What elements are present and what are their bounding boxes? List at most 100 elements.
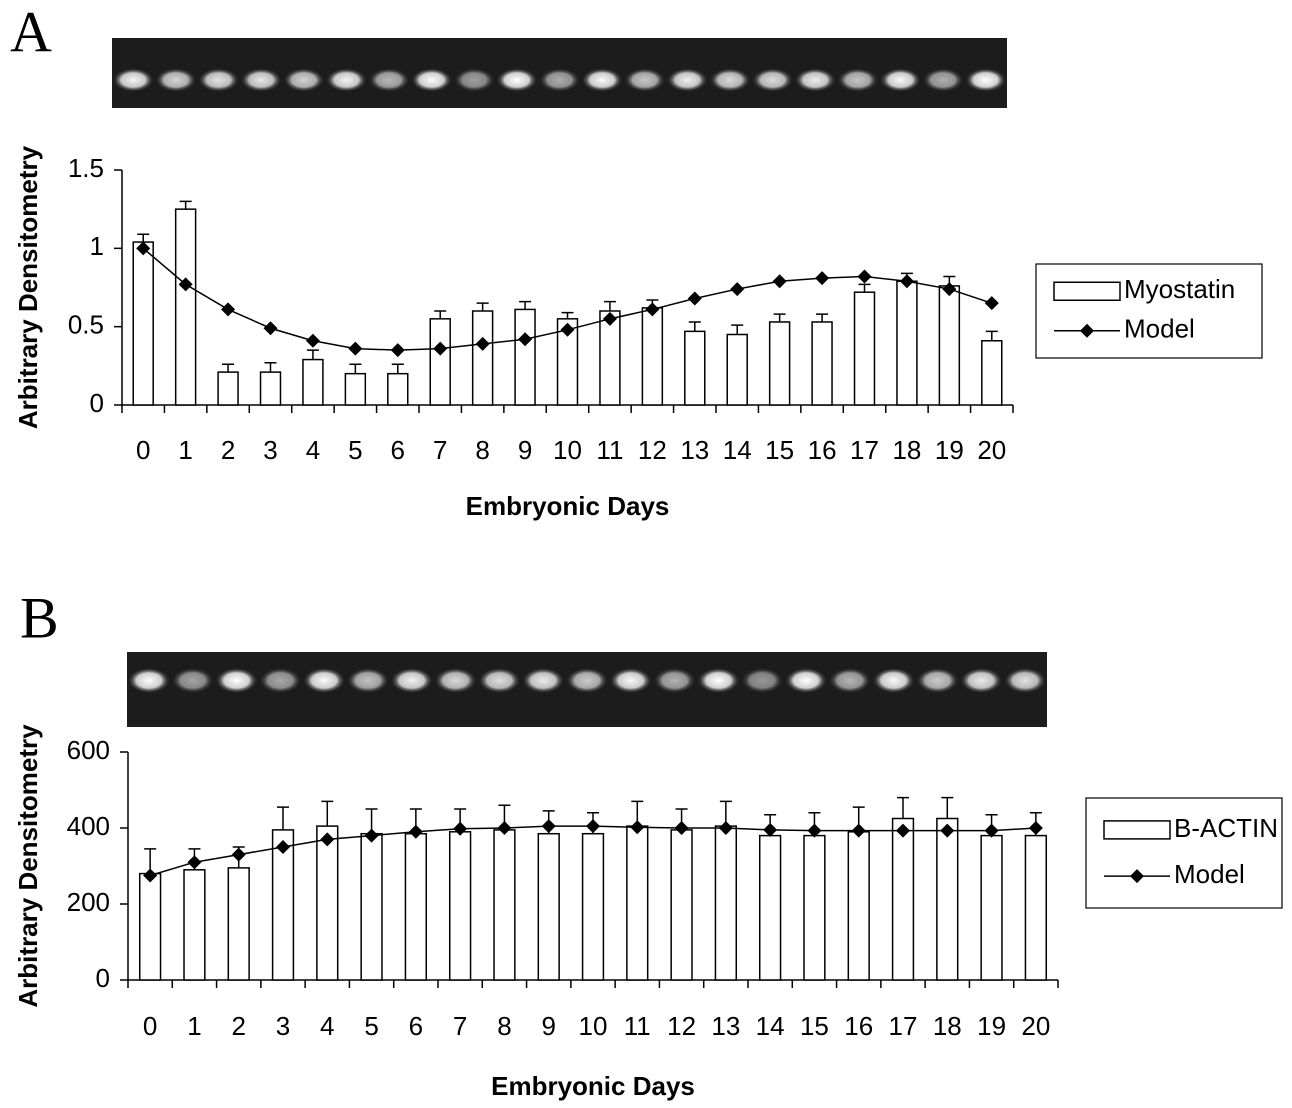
error-bar (265, 363, 277, 372)
bar (228, 868, 249, 980)
bar (133, 242, 153, 405)
bar (855, 292, 875, 405)
gel-band (965, 68, 1006, 92)
x-tick-label: 15 (765, 435, 794, 465)
bar (981, 836, 1002, 980)
error-bar (321, 801, 333, 826)
error-bar (941, 798, 953, 819)
x-axis-title: Embryonic Days (466, 491, 670, 521)
model-marker (391, 343, 405, 357)
bar (897, 281, 917, 405)
bar (317, 826, 338, 980)
gel-band (654, 668, 696, 694)
x-tick-label: 7 (453, 1011, 467, 1041)
bar (760, 836, 781, 980)
gel-band (710, 68, 751, 92)
y-tick-label: 1.5 (68, 153, 104, 183)
gel-band (283, 68, 324, 92)
gel-band (741, 668, 783, 694)
model-marker (542, 819, 556, 833)
bar (361, 834, 382, 980)
bar (140, 874, 161, 980)
legend-label: Model (1124, 314, 1195, 344)
error-bar (434, 311, 446, 319)
error-bar (277, 807, 289, 830)
gel-band (522, 668, 564, 694)
gel-band (259, 668, 301, 694)
x-tick-label: 8 (475, 435, 489, 465)
bar (893, 819, 914, 981)
gel-band (496, 68, 537, 92)
model-marker (773, 274, 787, 288)
gel-band (241, 68, 282, 92)
model-marker (306, 334, 320, 348)
bar (1025, 836, 1046, 980)
gel-band (624, 68, 665, 92)
gel-band (697, 668, 739, 694)
x-tick-label: 16 (844, 1011, 873, 1041)
x-tick-label: 12 (667, 1011, 696, 1041)
gel-band (128, 668, 170, 694)
bar (494, 830, 515, 980)
error-bar (859, 284, 871, 292)
x-tick-label: 19 (977, 1011, 1006, 1041)
x-tick-label: 20 (977, 435, 1006, 465)
model-marker (985, 296, 999, 310)
bar (627, 826, 648, 980)
model-marker (586, 819, 600, 833)
error-bar (986, 331, 998, 340)
bar (583, 834, 604, 980)
bar (538, 834, 559, 980)
legend-label: B-ACTIN (1174, 813, 1278, 843)
x-tick-label: 4 (306, 435, 320, 465)
gel-band (326, 68, 367, 92)
x-tick-label: 5 (348, 435, 362, 465)
gel-band (478, 668, 520, 694)
model-marker (763, 823, 777, 837)
model-marker (264, 321, 278, 335)
gel-band (960, 668, 1002, 694)
figure: A00.511.50123456789101112131415161718192… (0, 0, 1292, 1108)
bar (937, 819, 958, 981)
x-tick-label: 3 (276, 1011, 290, 1041)
error-bar (562, 313, 574, 319)
model-marker (688, 291, 702, 305)
x-tick-label: 2 (221, 435, 235, 465)
gel-band (454, 68, 495, 92)
gel-band (923, 68, 964, 92)
x-tick-label: 17 (889, 1011, 918, 1041)
error-bar (519, 302, 531, 310)
x-axis-title: Embryonic Days (491, 1071, 695, 1101)
error-bar (349, 364, 361, 373)
error-bar (816, 314, 828, 322)
error-bar (180, 201, 192, 209)
bar (515, 309, 535, 405)
x-tick-label: 13 (711, 1011, 740, 1041)
gel-band (916, 668, 958, 694)
x-tick-label: 0 (143, 1011, 157, 1041)
x-tick-label: 1 (187, 1011, 201, 1041)
x-tick-label: 11 (624, 1011, 651, 1041)
gel-band (113, 68, 154, 92)
y-axis-title: Arbitrary Densitometry (13, 724, 43, 1008)
bar (770, 322, 790, 405)
bar (642, 308, 662, 405)
model-marker (1029, 821, 1043, 835)
gel-band (785, 668, 827, 694)
error-bar (392, 364, 404, 373)
model-marker (221, 302, 235, 316)
bar (727, 335, 747, 406)
panel-label: B (20, 585, 59, 650)
page: A00.511.50123456789101112131415161718192… (0, 0, 1292, 1108)
bar (218, 372, 238, 405)
bar (939, 286, 959, 405)
gel-band (566, 668, 608, 694)
gel-band (829, 668, 871, 694)
y-tick-label: 1 (90, 231, 104, 261)
x-tick-label: 10 (579, 1011, 608, 1041)
error-bar (477, 303, 489, 311)
x-tick-label: 4 (320, 1011, 334, 1041)
y-tick-label: 0 (90, 388, 104, 418)
bar (388, 374, 408, 405)
error-bar (897, 798, 909, 819)
